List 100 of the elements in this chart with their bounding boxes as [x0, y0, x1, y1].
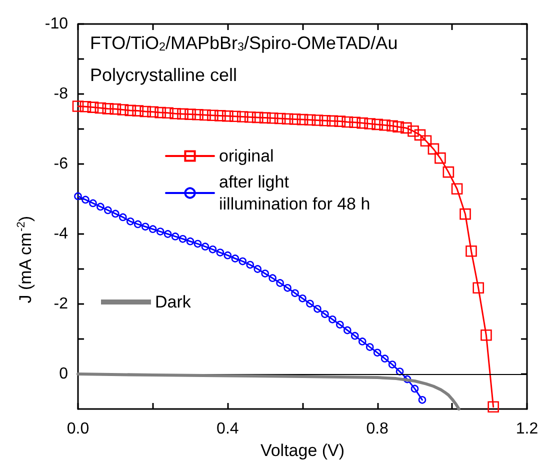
point	[207, 110, 218, 121]
point	[282, 113, 294, 124]
point	[428, 143, 440, 155]
y-axis-title: J (mA cm-2)	[16, 216, 35, 304]
point	[119, 213, 127, 222]
point	[201, 242, 210, 250]
point	[388, 360, 396, 368]
point	[222, 110, 234, 122]
point	[87, 102, 99, 113]
point	[298, 294, 306, 302]
point	[89, 199, 97, 208]
x-tick-label: 0.0	[66, 420, 90, 438]
point	[266, 112, 278, 124]
point	[358, 338, 366, 346]
point	[112, 210, 120, 218]
point	[216, 248, 224, 256]
point	[231, 254, 240, 262]
point	[177, 108, 188, 120]
point	[410, 384, 419, 393]
point	[434, 152, 446, 164]
point	[141, 222, 150, 231]
point	[349, 116, 361, 128]
point	[236, 111, 248, 122]
point	[314, 305, 322, 313]
x-axis-title: Voltage (V)	[260, 440, 345, 460]
point	[124, 104, 136, 116]
point	[408, 125, 419, 137]
point	[147, 106, 158, 118]
point	[246, 260, 254, 269]
point	[372, 118, 383, 130]
point	[284, 284, 292, 292]
x-tick-label: 1.2	[516, 420, 538, 438]
point	[194, 240, 202, 248]
point	[126, 218, 134, 226]
point	[164, 230, 172, 238]
point	[472, 282, 484, 294]
point	[350, 332, 359, 340]
point	[224, 251, 232, 260]
point	[184, 108, 196, 120]
point	[244, 111, 256, 123]
point	[366, 343, 374, 351]
legend-label: Dark	[155, 292, 192, 312]
point	[380, 354, 389, 362]
y-tick-label: -2	[54, 296, 68, 312]
x-tick-label: 0.8	[366, 420, 389, 438]
point	[140, 106, 151, 118]
point	[488, 401, 499, 413]
point	[268, 274, 276, 282]
point	[386, 120, 398, 132]
point	[238, 257, 247, 266]
point	[342, 116, 354, 128]
point	[460, 208, 471, 220]
point	[156, 228, 164, 236]
y-tick-label: 0	[59, 366, 68, 382]
point	[254, 265, 262, 273]
point	[364, 118, 376, 130]
point	[134, 220, 142, 228]
point	[334, 116, 346, 127]
point	[356, 117, 368, 129]
point	[154, 106, 166, 118]
point	[403, 375, 412, 384]
point	[170, 108, 181, 120]
point	[186, 237, 194, 246]
point	[274, 112, 286, 124]
point	[306, 300, 314, 308]
x-tick-label: 0.4	[216, 420, 239, 438]
point	[326, 115, 338, 127]
point	[117, 104, 129, 116]
point	[102, 103, 114, 114]
point	[396, 368, 404, 376]
point	[480, 330, 492, 341]
point	[312, 114, 324, 126]
point	[94, 102, 106, 114]
y-tick-label: -4	[54, 226, 68, 242]
point	[328, 316, 336, 324]
line-series	[76, 372, 460, 410]
point	[373, 348, 382, 357]
point	[72, 100, 84, 112]
point	[420, 135, 432, 147]
point	[230, 110, 241, 122]
point	[261, 270, 269, 278]
point	[162, 107, 174, 119]
point	[259, 112, 271, 124]
point	[96, 202, 104, 211]
point	[466, 246, 477, 257]
point	[200, 109, 211, 121]
point	[296, 114, 308, 126]
point	[208, 246, 217, 254]
point	[304, 114, 316, 126]
point	[132, 105, 144, 116]
point	[392, 121, 404, 133]
point	[319, 114, 331, 126]
point	[192, 109, 204, 120]
y-tick-label: -10	[44, 16, 68, 32]
point	[451, 183, 463, 194]
legend-label: original	[219, 146, 274, 166]
y-tick-label: -6	[54, 156, 68, 172]
point	[379, 120, 390, 131]
point	[291, 289, 299, 298]
point	[414, 129, 426, 141]
